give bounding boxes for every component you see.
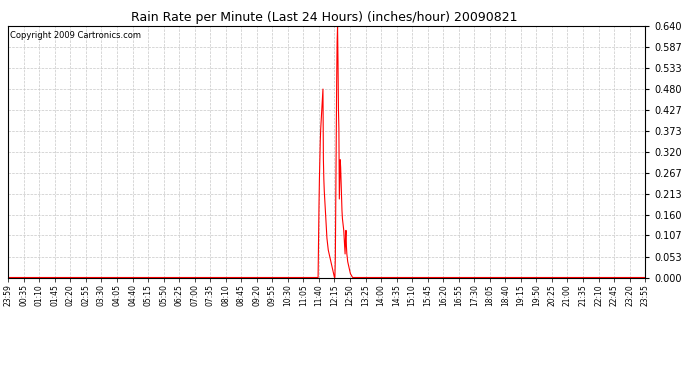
Text: Copyright 2009 Cartronics.com: Copyright 2009 Cartronics.com	[10, 31, 141, 40]
Text: Rain Rate per Minute (Last 24 Hours) (inches/hour) 20090821: Rain Rate per Minute (Last 24 Hours) (in…	[131, 11, 518, 24]
